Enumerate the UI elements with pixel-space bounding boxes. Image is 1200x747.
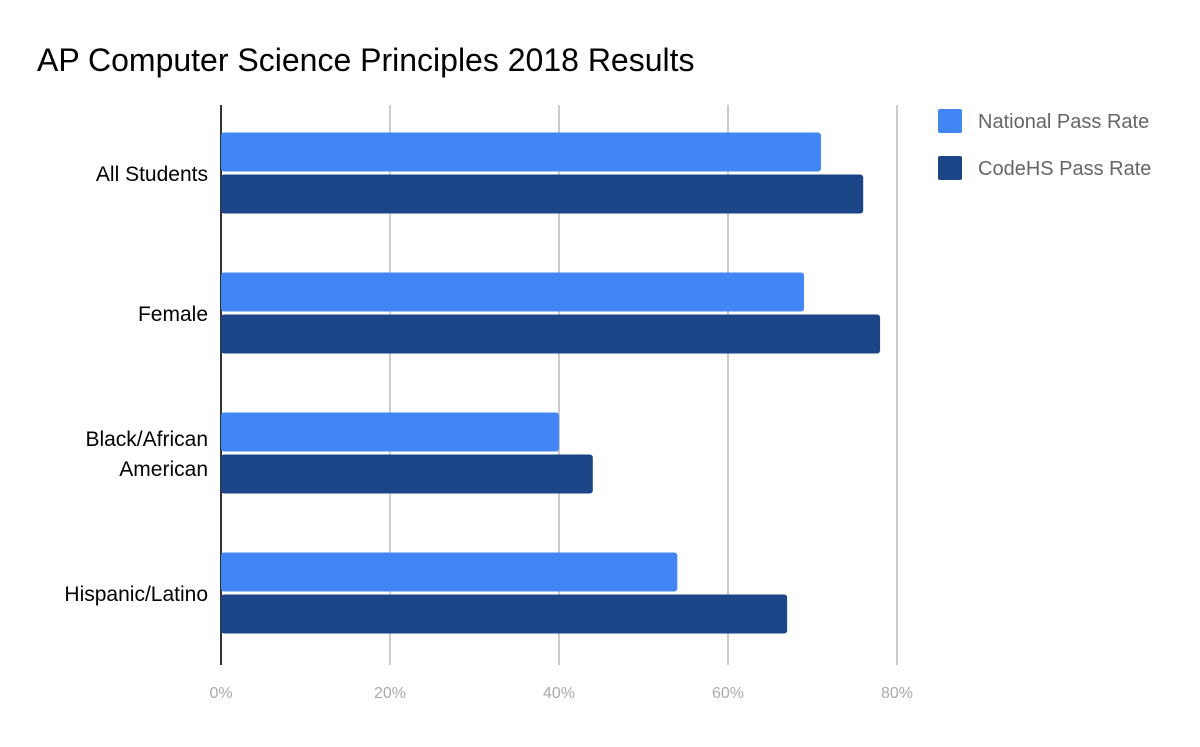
bar-codehs [221, 594, 788, 634]
category-label: Female [138, 303, 208, 326]
category-label-line: Black/African [85, 428, 208, 451]
chart-title: AP Computer Science Principles 2018 Resu… [37, 42, 695, 78]
category-label: Black/African American [85, 428, 208, 481]
category-label-line: All Students [96, 163, 208, 186]
bar-national [221, 272, 805, 312]
x-tick-label: 40% [543, 685, 575, 702]
x-tick-label: 60% [712, 685, 744, 702]
category-label-line: Female [138, 303, 208, 326]
legend-swatch [938, 109, 962, 133]
bar-national [221, 552, 678, 592]
bar-codehs [221, 314, 881, 354]
legend-swatch [938, 156, 962, 180]
category-label: All Students [96, 163, 208, 186]
x-tick-label: 80% [881, 685, 913, 702]
bar-codehs [221, 174, 864, 214]
bar-national [221, 412, 559, 452]
x-tick-label: 0% [209, 685, 232, 702]
category-label: Hispanic/Latino [64, 583, 208, 606]
bar-codehs [221, 454, 593, 494]
bar-national [221, 132, 821, 172]
category-label-line: Hispanic/Latino [64, 583, 208, 606]
x-tick-label: 20% [374, 685, 406, 702]
legend-label: CodeHS Pass Rate [978, 158, 1151, 180]
category-label-line: American [119, 458, 208, 481]
legend-label: National Pass Rate [978, 111, 1149, 133]
